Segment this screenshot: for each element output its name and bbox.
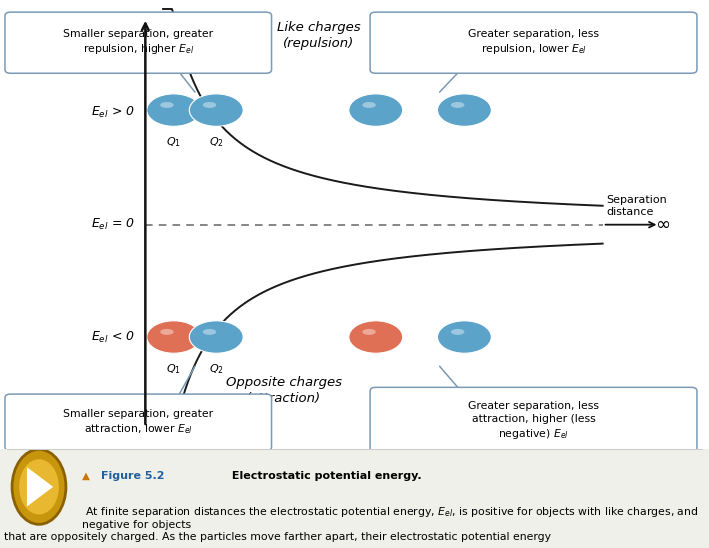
Text: $Q_2$: $Q_2$ [208, 362, 224, 375]
Text: $Q_2$: $Q_2$ [208, 135, 224, 149]
Ellipse shape [160, 329, 174, 335]
Text: At finite separation distances the electrostatic potential energy, $E_{el}$, is : At finite separation distances the elect… [82, 505, 698, 530]
Ellipse shape [189, 94, 243, 127]
Text: Electrostatic potential energy.: Electrostatic potential energy. [228, 471, 422, 481]
Ellipse shape [189, 321, 243, 353]
Text: $E_{el}$ = 0: $E_{el}$ = 0 [91, 217, 135, 232]
Text: ▲: ▲ [82, 471, 89, 481]
Ellipse shape [451, 329, 464, 335]
Circle shape [12, 449, 66, 524]
Ellipse shape [349, 94, 403, 127]
Ellipse shape [437, 94, 491, 127]
Text: Like charges
(repulsion): Like charges (repulsion) [277, 21, 361, 50]
Text: $Q_1$: $Q_1$ [166, 362, 182, 375]
Text: ∞: ∞ [655, 216, 671, 233]
Ellipse shape [147, 94, 201, 127]
Text: Separation
distance: Separation distance [606, 195, 667, 217]
Text: Smaller separation, greater
repulsion, higher $E_{el}$: Smaller separation, greater repulsion, h… [63, 29, 213, 56]
Ellipse shape [203, 329, 216, 335]
FancyBboxPatch shape [370, 387, 697, 455]
FancyBboxPatch shape [370, 12, 697, 73]
Text: Greater separation, less
repulsion, lower $E_{el}$: Greater separation, less repulsion, lowe… [468, 29, 599, 56]
FancyBboxPatch shape [0, 0, 709, 449]
Text: $E_{el}$ > 0: $E_{el}$ > 0 [91, 105, 135, 120]
Ellipse shape [437, 321, 491, 353]
Circle shape [19, 459, 59, 515]
Text: Opposite charges
(attraction): Opposite charges (attraction) [225, 376, 342, 406]
Text: Greater separation, less
attraction, higher (less
negative) $E_{el}$: Greater separation, less attraction, hig… [468, 401, 599, 442]
Text: that are oppositely charged. As the particles move farther apart, their electros: that are oppositely charged. As the part… [4, 532, 551, 542]
FancyBboxPatch shape [5, 394, 272, 450]
Text: $Q_1$: $Q_1$ [166, 135, 182, 149]
Ellipse shape [203, 102, 216, 108]
Ellipse shape [451, 102, 464, 108]
Text: Smaller separation, greater
attraction, lower $E_{el}$: Smaller separation, greater attraction, … [63, 409, 213, 436]
Ellipse shape [147, 321, 201, 353]
Ellipse shape [349, 321, 403, 353]
FancyBboxPatch shape [5, 12, 272, 73]
Ellipse shape [362, 102, 376, 108]
Polygon shape [27, 467, 53, 506]
Text: Figure 5.2: Figure 5.2 [101, 471, 164, 481]
Ellipse shape [160, 102, 174, 108]
Text: $E_{el}$ < 0: $E_{el}$ < 0 [91, 329, 135, 345]
Ellipse shape [362, 329, 376, 335]
